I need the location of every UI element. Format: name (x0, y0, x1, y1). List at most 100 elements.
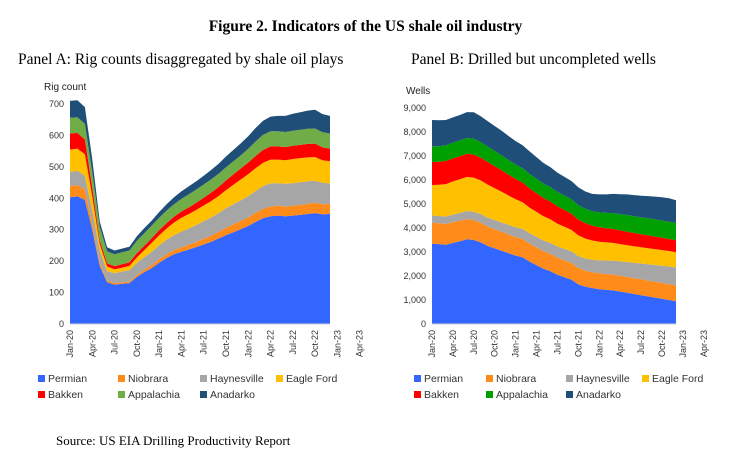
legend-swatch (118, 375, 125, 382)
area-haynesville (432, 211, 676, 286)
y-tick-label: 700 (49, 99, 64, 109)
x-tick-label: Jan-21 (154, 330, 164, 358)
legend-label: Haynesville (576, 373, 630, 385)
y-tick-label: 3,000 (403, 247, 426, 257)
legend-swatch (414, 391, 421, 398)
y-tick-label: 500 (49, 162, 64, 172)
y-tick-label: 5,000 (403, 199, 426, 209)
area-eagle-ford (432, 176, 676, 268)
x-tick-label: Apr-21 (532, 330, 542, 357)
y-tick-label: 4,000 (403, 223, 426, 233)
x-tick-label: Apr-21 (176, 330, 186, 357)
y-tick-label: 0 (59, 319, 64, 329)
y-axis-label: Wells (406, 86, 430, 97)
legend-label: Appalachia (128, 389, 180, 401)
x-tick-label: Jan-23 (332, 330, 342, 358)
area-permian (70, 196, 330, 324)
legend-swatch (38, 391, 45, 398)
legend-label: Eagle Ford (652, 373, 704, 385)
y-tick-label: 2,000 (403, 271, 426, 281)
legend-item-eagle-ford: Eagle Ford (276, 373, 338, 385)
legend-label: Bakken (48, 389, 83, 401)
legend-label: Niobrara (128, 373, 168, 385)
panel-a-rig-count-chart: 0 100 200 300 400 500 600 700 Rig count Jan-20 Apr… (38, 82, 365, 401)
y-tick-label: 9,000 (403, 103, 426, 113)
area-bakken (432, 153, 676, 253)
figure-title: Figure 2. Indicators of the US shale oil… (208, 18, 523, 35)
x-tick-label: Jan-21 (511, 330, 521, 358)
legend-item-permian: Permian (38, 373, 87, 385)
x-tick-label: Apr-22 (615, 330, 625, 357)
panel-b-title: Panel B: Drilled but uncompleted wells (411, 51, 656, 68)
legend-item-bakken: Bakken (414, 389, 459, 401)
legend-label: Permian (48, 373, 87, 385)
x-tick-label: Jul-20 (469, 330, 479, 355)
x-tick-label: Jan-23 (678, 330, 688, 358)
y-tick-label: 0 (421, 319, 426, 329)
x-tick-label: Apr-23 (355, 330, 365, 357)
legend-swatch (200, 375, 207, 382)
legend-label: Bakken (424, 389, 459, 401)
legend-swatch (276, 375, 283, 382)
legend-swatch (486, 391, 493, 398)
area-anadarko (432, 112, 676, 223)
y-axis-label: Rig count (44, 82, 86, 93)
area-appalachia (432, 138, 676, 241)
legend-swatch (414, 375, 421, 382)
area-bakken (70, 132, 330, 270)
legend-label: Niobrara (496, 373, 536, 385)
legend-item-appalachia: Appalachia (486, 389, 548, 401)
legend-label: Permian (424, 373, 463, 385)
legend-label: Appalachia (496, 389, 548, 401)
legend-swatch (38, 375, 45, 382)
area-niobrara (432, 219, 676, 302)
area-haynesville (70, 170, 330, 284)
x-tick-label: Jul-21 (552, 330, 562, 355)
x-tick-label: Jul-22 (288, 330, 298, 355)
area-eagle-ford (70, 148, 330, 274)
x-tick-label: Oct-20 (132, 330, 142, 357)
legend-item-permian: Permian (414, 373, 463, 385)
area-permian (432, 239, 676, 324)
x-tick-label: Oct-22 (657, 330, 667, 357)
x-tick-label: Jan-20 (427, 330, 437, 358)
x-tick-label: Oct-20 (490, 330, 500, 357)
x-tick-label: Jan-22 (594, 330, 604, 358)
legend-item-haynesville: Haynesville (200, 373, 264, 385)
legend-swatch (566, 391, 573, 398)
legend-item-niobrara: Niobrara (118, 373, 168, 385)
legend-swatch (200, 391, 207, 398)
x-tick-label: Apr-22 (266, 330, 276, 357)
x-tick-label: Jan-20 (65, 330, 75, 358)
legend-label: Anadarko (576, 389, 621, 401)
x-tick-label: Apr-23 (699, 330, 709, 357)
x-tick-label: Apr-20 (448, 330, 458, 357)
y-tick-label: 100 (49, 288, 64, 298)
y-tick-label: 6,000 (403, 175, 426, 185)
x-tick-label: Oct-21 (573, 330, 583, 357)
legend-item-anadarko: Anadarko (200, 389, 255, 401)
legend-label: Eagle Ford (286, 373, 338, 385)
y-tick-label: 600 (49, 130, 64, 140)
legend-item-bakken: Bakken (38, 389, 83, 401)
panel-b-duc-wells-chart: 0 1,000 2,000 3,000 4,000 5,000 6,000 7,000 8,00… (403, 86, 709, 401)
area-anadarko (70, 100, 330, 255)
y-tick-label: 8,000 (403, 127, 426, 137)
area-appalachia (70, 117, 330, 267)
legend-label: Anadarko (210, 389, 255, 401)
x-tick-label: Jan-22 (243, 330, 253, 358)
x-tick-label: Oct-22 (310, 330, 320, 357)
source-note: Source: US EIA Drilling Productivity Rep… (56, 433, 291, 448)
panel-a-title: Panel A: Rig counts disaggregated by sha… (18, 51, 344, 68)
legend-swatch (486, 375, 493, 382)
area-niobrara (70, 185, 330, 285)
x-tick-label: Oct-21 (221, 330, 231, 357)
legend-item-eagle-ford: Eagle Ford (642, 373, 704, 385)
y-tick-label: 7,000 (403, 151, 426, 161)
y-tick-label: 300 (49, 225, 64, 235)
x-tick-label: Jul-21 (199, 330, 209, 355)
legend-label: Haynesville (210, 373, 264, 385)
legend-item-haynesville: Haynesville (566, 373, 630, 385)
legend-swatch (118, 391, 125, 398)
legend-swatch (642, 375, 649, 382)
